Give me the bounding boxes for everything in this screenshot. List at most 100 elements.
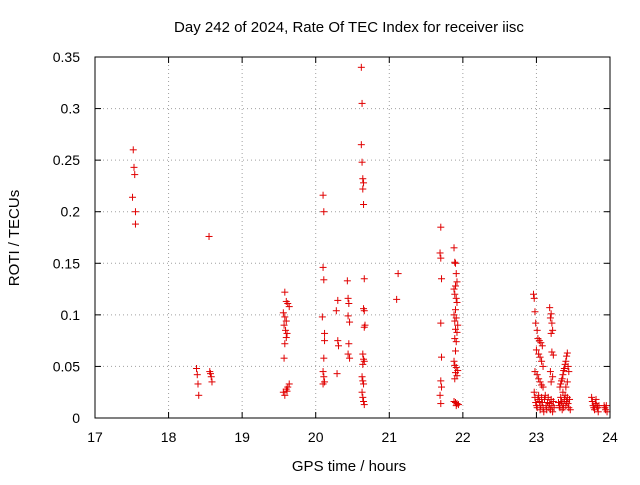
data-point	[452, 338, 460, 346]
data-point	[535, 375, 543, 383]
data-point	[563, 352, 571, 360]
data-point	[282, 317, 290, 325]
data-point	[360, 323, 368, 331]
data-point	[321, 329, 329, 337]
data-point	[195, 391, 203, 399]
data-point	[532, 319, 540, 327]
data-point	[556, 383, 564, 391]
data-point	[562, 383, 570, 391]
data-point	[129, 193, 137, 201]
data-point	[539, 362, 547, 370]
data-point	[360, 357, 368, 365]
data-point	[131, 220, 139, 228]
data-point	[530, 294, 538, 302]
data-point	[437, 223, 445, 231]
data-point	[451, 317, 459, 325]
data-point	[549, 351, 557, 359]
x-tick-label: 19	[234, 429, 250, 445]
data-point	[282, 334, 290, 342]
data-point	[320, 276, 328, 284]
data-point	[557, 393, 565, 401]
data-point	[454, 321, 462, 329]
data-point	[344, 294, 352, 302]
data-point	[319, 368, 327, 376]
data-point	[547, 378, 555, 386]
data-point	[451, 290, 459, 298]
y-tick-label: 0.1	[61, 307, 81, 323]
data-point	[451, 375, 459, 383]
data-point	[533, 371, 541, 379]
data-point	[592, 395, 600, 403]
data-point	[281, 340, 289, 348]
plot-frame	[94, 56, 611, 419]
data-point	[563, 378, 571, 386]
data-point	[285, 303, 293, 311]
data-point	[453, 328, 461, 336]
data-point	[436, 391, 444, 399]
data-point	[450, 285, 458, 293]
data-point	[130, 163, 138, 171]
data-point	[453, 298, 461, 306]
x-tick-label: 21	[381, 429, 397, 445]
data-point	[546, 368, 554, 376]
data-point	[594, 408, 602, 416]
data-point	[452, 347, 459, 355]
data-point	[558, 375, 566, 383]
data-point	[207, 373, 215, 381]
data-point	[282, 326, 290, 334]
data-point	[283, 387, 291, 395]
x-tick-label: 24	[602, 429, 618, 445]
data-point	[320, 354, 328, 362]
data-point	[452, 402, 460, 410]
data-point	[345, 300, 353, 308]
data-point	[359, 185, 367, 193]
data-point	[536, 378, 544, 386]
y-tick-label: 0.05	[53, 358, 80, 374]
data-point	[564, 400, 572, 408]
data-points	[129, 63, 611, 416]
data-point	[281, 391, 289, 399]
data-point	[205, 232, 213, 240]
grid	[95, 57, 610, 418]
data-point	[279, 388, 287, 396]
data-point	[358, 158, 366, 166]
data-point	[538, 342, 546, 350]
data-point	[436, 249, 444, 257]
x-axis-title: GPS time / hours	[292, 458, 406, 475]
data-point	[284, 300, 292, 308]
data-point	[319, 263, 327, 271]
x-tick-label: 22	[455, 429, 471, 445]
data-point	[345, 340, 353, 348]
data-point	[531, 308, 539, 316]
data-point	[533, 326, 541, 334]
data-point	[453, 278, 461, 286]
data-point	[566, 406, 574, 414]
data-point	[208, 378, 216, 386]
data-point	[549, 373, 557, 381]
data-point	[360, 200, 368, 208]
data-point	[547, 329, 555, 337]
data-point	[547, 310, 555, 318]
data-point	[452, 314, 460, 322]
data-point	[131, 208, 139, 216]
data-point	[334, 296, 342, 304]
y-tick-label: 0.25	[53, 152, 80, 168]
data-point	[546, 304, 554, 312]
data-point	[450, 244, 458, 252]
data-point	[193, 364, 201, 372]
data-point	[279, 309, 287, 317]
x-tick-label: 17	[87, 429, 103, 445]
data-point	[284, 383, 292, 391]
data-point	[546, 314, 554, 322]
data-point	[129, 146, 137, 154]
data-point	[358, 99, 366, 107]
data-point	[550, 404, 558, 412]
data-point	[452, 306, 459, 314]
data-point	[438, 383, 446, 391]
data-point	[357, 141, 365, 149]
x-tick-label: 18	[161, 429, 177, 445]
data-point	[346, 354, 354, 362]
y-tick-label: 0.3	[61, 101, 81, 117]
y-tick-label: 0.35	[53, 49, 80, 65]
